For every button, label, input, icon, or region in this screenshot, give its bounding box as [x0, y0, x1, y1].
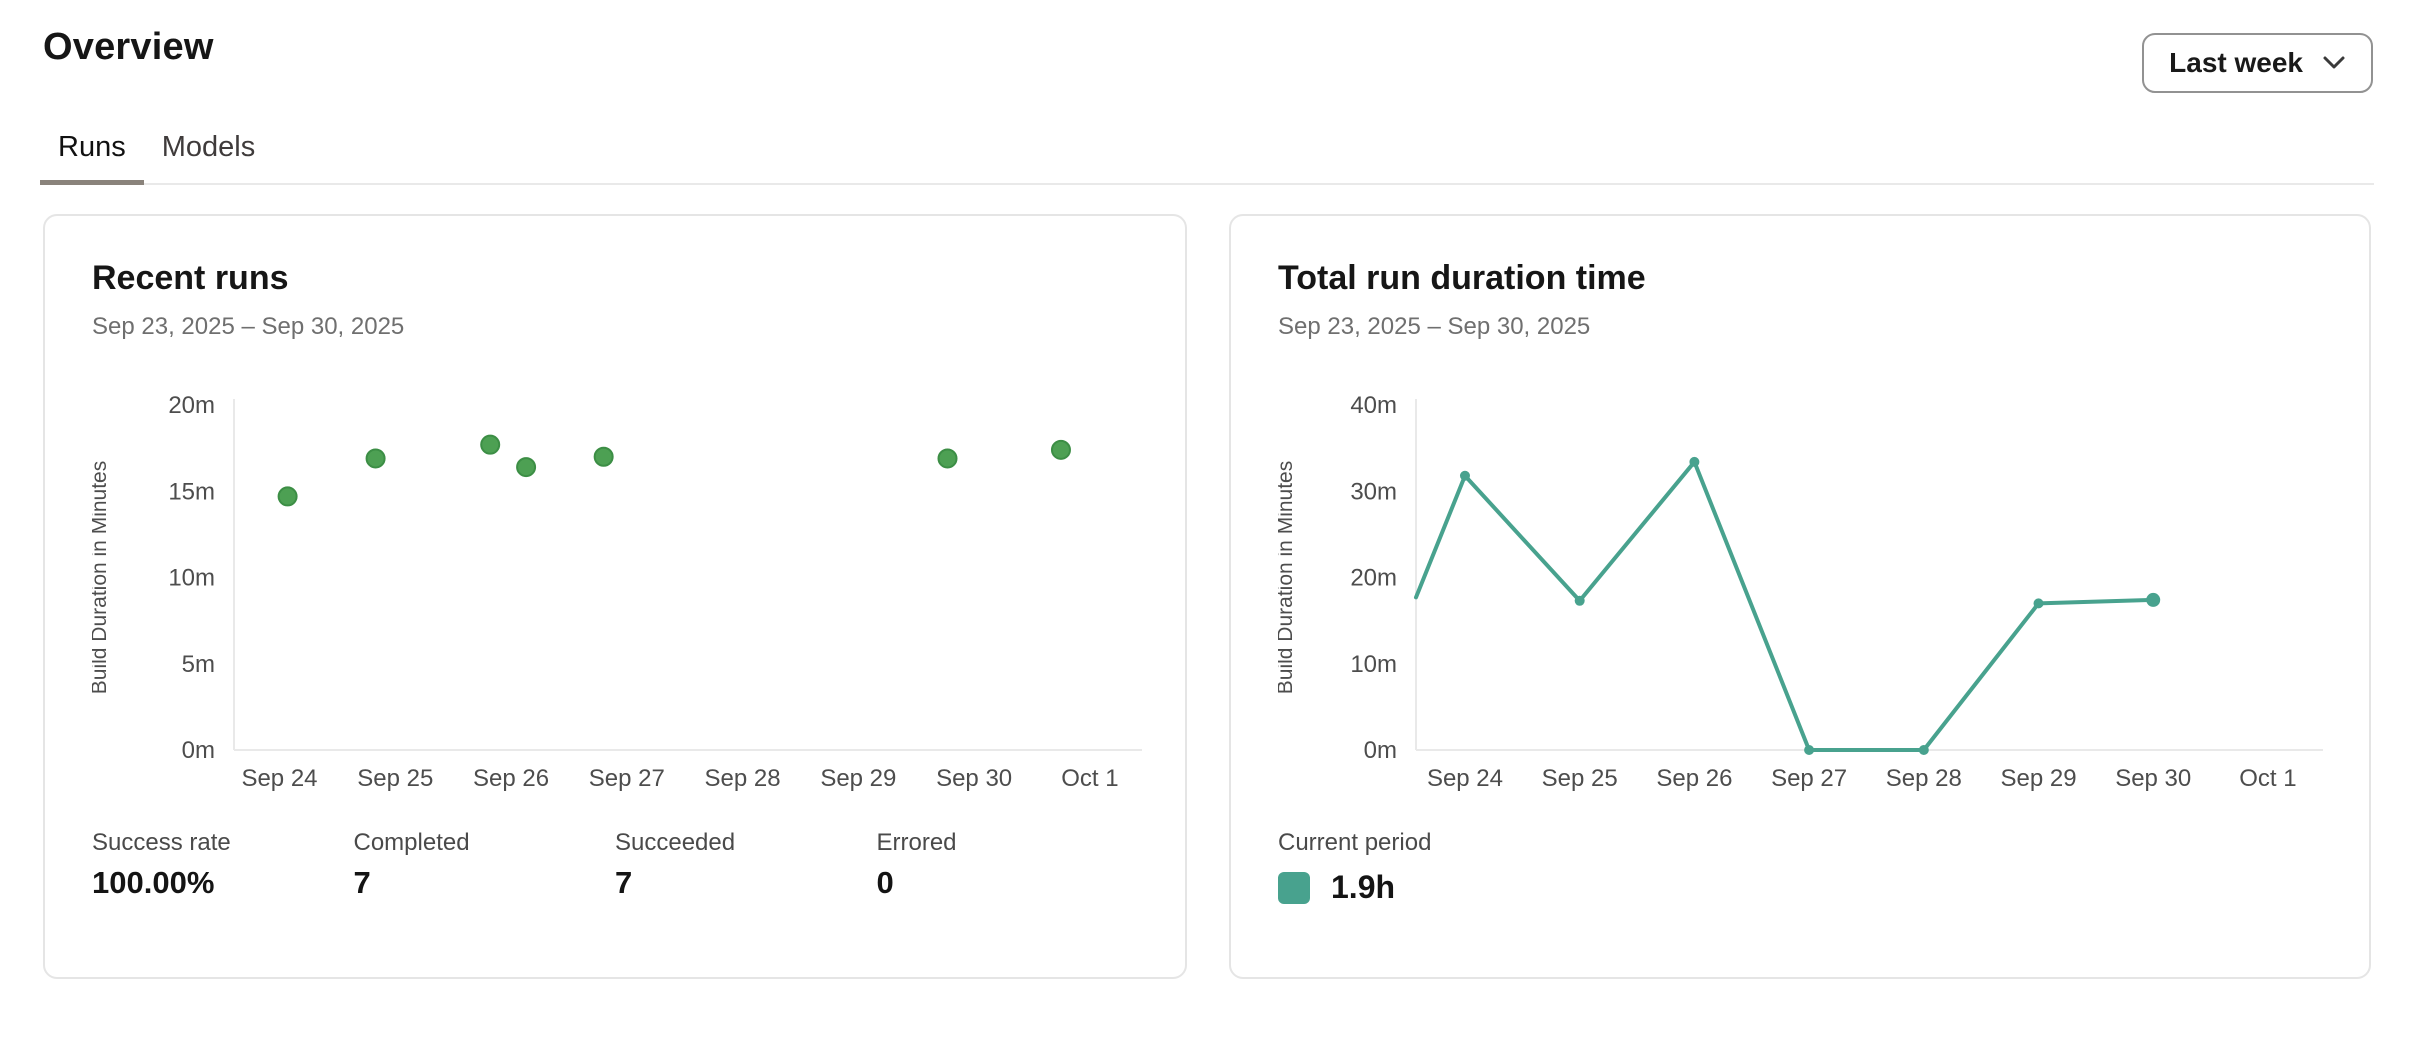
y-tick-label: 40m	[1350, 393, 1397, 419]
run-stats: Success rate 100.00% Completed 7 Succeed…	[92, 827, 1138, 901]
card-date-range: Sep 23, 2025 – Sep 30, 2025	[92, 312, 405, 340]
period-dropdown-value: Last week	[2169, 47, 2303, 78]
line-point	[2033, 598, 2044, 609]
cards-row: Recent runs Sep 23, 2025 – Sep 30, 2025 …	[43, 214, 2371, 979]
recent-runs-plot: 0m 5m 10m 15m 20m Sep 24 Sep 25 Sep 26 Sep 27 Sep…	[88, 392, 1142, 792]
card-title: Total run duration time	[1278, 259, 1646, 297]
y-tick-label: 20m	[1350, 564, 1397, 591]
line-point	[2146, 592, 2161, 607]
line-point	[1574, 595, 1585, 606]
y-tick-label: 30m	[1350, 478, 1397, 505]
stat-succeeded: Succeeded 7	[615, 827, 877, 901]
total-run-duration-chart: 0m 10m 20m 30m 40m Sep 24 Sep 25 Sep 26 Sep 27 Se…	[1274, 392, 2323, 793]
recent-runs-card: Recent runs Sep 23, 2025 – Sep 30, 2025 …	[43, 214, 1187, 979]
stat-value: 100.00%	[92, 865, 215, 901]
x-tick-label: Sep 29	[820, 765, 896, 792]
x-tick-label: Sep 24	[241, 765, 317, 792]
scatter-point	[593, 446, 614, 467]
scatter-point	[277, 486, 298, 507]
scatter-point	[1050, 439, 1071, 460]
y-tick-label: 5m	[182, 651, 215, 678]
stat-value: 7	[615, 865, 633, 901]
y-tick-label: 20m	[168, 393, 215, 419]
line-point	[1804, 744, 1815, 755]
stat-value: 7	[353, 865, 371, 901]
y-tick-label: 0m	[182, 737, 215, 764]
x-tick-label: Sep 27	[1771, 765, 1847, 792]
line-point	[1689, 456, 1700, 467]
legend-label: Current period	[1278, 828, 1432, 856]
x-tick-label: Sep 28	[705, 765, 781, 792]
tab-models[interactable]: Models	[161, 131, 256, 163]
x-tick-label: Sep 25	[1542, 765, 1618, 792]
x-tick-label: Sep 26	[1656, 765, 1732, 792]
scatter-point	[937, 448, 958, 469]
y-tick-label: 15m	[168, 478, 215, 505]
scatter-point	[365, 448, 386, 469]
stat-label: Errored	[876, 828, 957, 856]
y-axis-title: Build Duration in Minutes	[92, 461, 111, 694]
chart-legend: Current period 1.9h	[1278, 827, 2322, 906]
stat-label: Completed	[353, 828, 470, 856]
legend-value: 1.9h	[1331, 869, 1396, 906]
x-tick-label: Sep 29	[2000, 765, 2076, 792]
x-tick-label: Sep 25	[357, 765, 433, 792]
legend-swatch	[1278, 871, 1310, 904]
x-tick-label: Oct 1	[1061, 765, 1118, 792]
x-tick-label: Sep 26	[473, 765, 549, 792]
stat-label: Succeeded	[615, 828, 736, 856]
card-title: Recent runs	[92, 259, 289, 297]
tab-runs[interactable]: Runs	[40, 131, 144, 185]
x-tick-label: Sep 30	[2115, 765, 2191, 792]
stat-success-rate: Success rate 100.00%	[92, 827, 354, 901]
duration-line	[1414, 459, 2156, 752]
x-tick-label: Sep 28	[1886, 765, 1962, 792]
total-run-duration-plot: 0m 10m 20m 30m 40m Sep 24 Sep 25 Sep 26 Sep 27 Se…	[1274, 392, 2323, 792]
stat-label: Success rate	[92, 828, 231, 856]
line-point	[1459, 470, 1470, 481]
x-tick-label: Sep 27	[589, 765, 665, 792]
y-axis-title: Build Duration in Minutes	[1278, 461, 1297, 694]
stat-value: 0	[876, 865, 894, 901]
tab-bar: Runs Models	[40, 131, 2374, 185]
page-header: Overview Last week	[0, 0, 2414, 93]
x-tick-label: Sep 30	[936, 765, 1012, 792]
total-run-duration-card: Total run duration time Sep 23, 2025 – S…	[1229, 214, 2371, 979]
x-tick-label: Sep 24	[1427, 765, 1503, 792]
scatter-point	[516, 457, 537, 478]
y-tick-label: 0m	[1364, 737, 1397, 764]
line-point	[1918, 744, 1929, 755]
y-tick-label: 10m	[1350, 651, 1397, 678]
scatter-point	[480, 434, 501, 455]
chevron-down-icon	[2321, 54, 2347, 72]
legend-row: 1.9h	[1278, 869, 2322, 906]
y-tick-label: 10m	[168, 564, 215, 591]
x-tick-label: Oct 1	[2239, 765, 2296, 792]
stat-errored: Errored 0	[877, 827, 1139, 901]
period-dropdown[interactable]: Last week	[2142, 33, 2373, 93]
page-title: Overview	[43, 26, 214, 68]
recent-runs-chart: 0m 5m 10m 15m 20m Sep 24 Sep 25 Sep 26 Sep 27 Sep…	[88, 392, 1142, 793]
stat-completed: Completed 7	[354, 827, 616, 901]
card-date-range: Sep 23, 2025 – Sep 30, 2025	[1278, 312, 1591, 340]
